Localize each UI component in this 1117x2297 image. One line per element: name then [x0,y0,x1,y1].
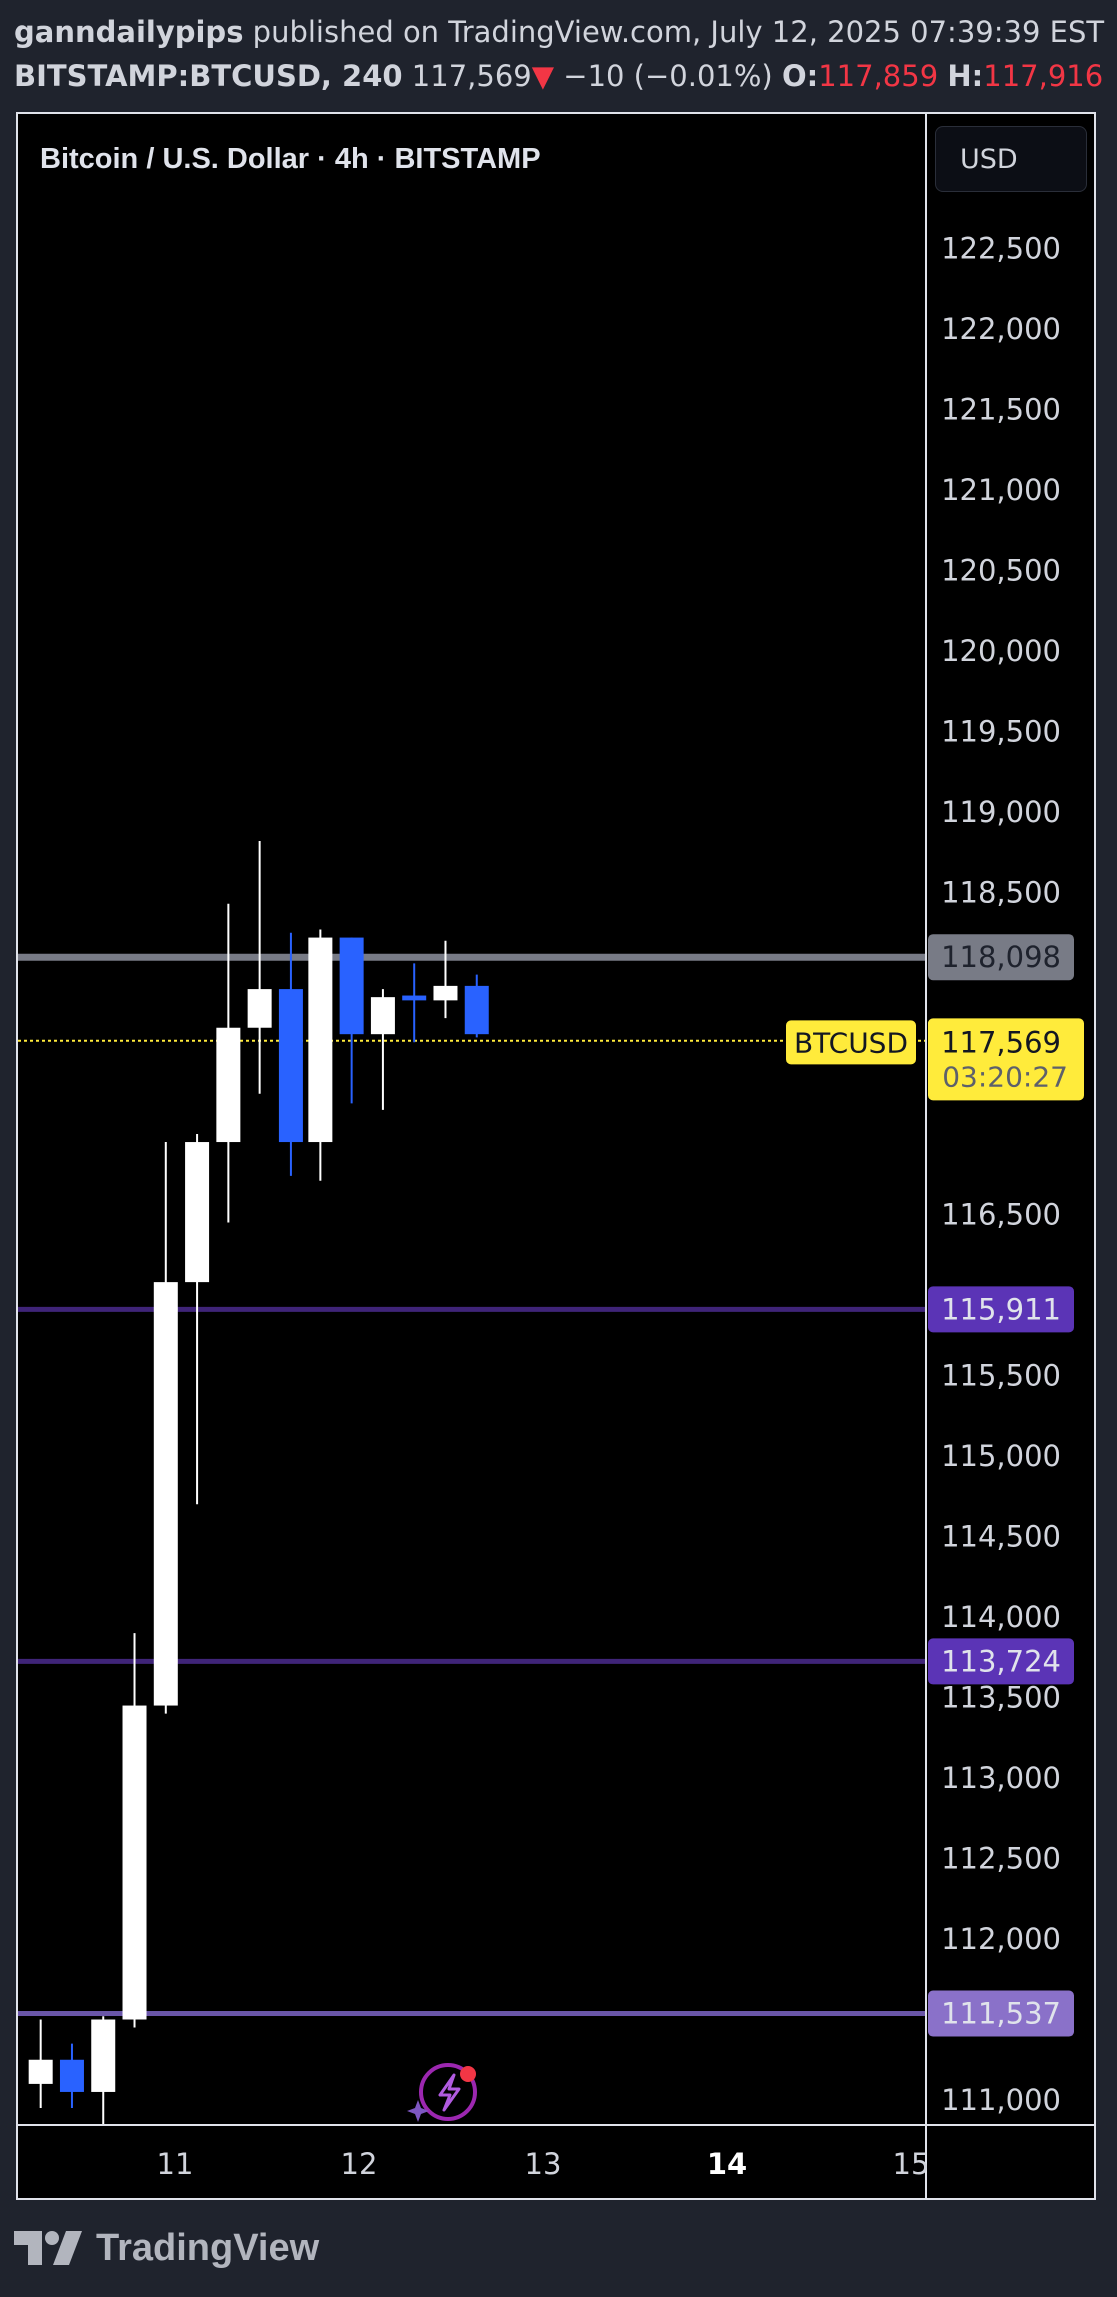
price-scale-corner [927,2127,1093,2197]
level-price-label-bg [928,934,1074,981]
tradingview-logo-icon [14,2231,82,2265]
candle[interactable] [402,963,427,1043]
publish-info: ganndailypips published on TradingView.c… [14,12,1104,52]
price-tick-label: 112,000 [941,1922,1061,1956]
time-tick-label: 15 [893,2147,930,2181]
candle[interactable] [91,2016,116,2125]
assistant-icon[interactable] [407,2063,477,2122]
currency-button[interactable]: USD [935,126,1087,192]
price-tick-label: 114,500 [941,1520,1061,1554]
candle-body [153,1282,178,1706]
price-tick-label: 113,500 [941,1681,1061,1715]
level-price-label[interactable]: 118,098 [928,934,1074,981]
tradingview-logo[interactable]: TradingView [14,2222,319,2274]
candle[interactable] [247,840,272,1094]
price-tick-label: 112,500 [941,1842,1061,1876]
level-price-label-text: 111,537 [941,1997,1061,2031]
level-price-label-text: 118,098 [941,940,1061,974]
chart-title: Bitcoin / U.S. Dollar · 4h · BITSTAMP [40,143,541,175]
candle-body [370,997,395,1035]
level-price-label-bg [928,1638,1074,1685]
author-name[interactable]: ganndailypips [14,15,244,49]
candle-body [278,989,303,1143]
candle[interactable] [216,903,241,1223]
price-change: −10 (−0.01%) [563,59,773,93]
candle-body [122,1705,147,2020]
last-price-box [928,1018,1084,1101]
candle-body [402,995,427,1001]
price-tick-label: 115,000 [941,1439,1061,1473]
price-tick-label: 119,500 [941,715,1061,749]
candle[interactable] [339,937,364,1104]
level-price-label[interactable]: 115,911 [928,1286,1074,1333]
candle-body [59,2059,84,2092]
price-tick-label: 118,500 [941,876,1061,910]
candle[interactable] [308,929,333,1181]
candle[interactable] [464,974,489,1038]
down-arrow-icon: ▼ [531,59,555,93]
price-tick-label: 111,000 [941,2083,1061,2117]
candle[interactable] [278,932,303,1176]
level-price-label[interactable]: 111,537 [928,1990,1074,2037]
symbol-tag-text: BTCUSD [794,1026,908,1059]
candle-body [433,985,458,1001]
brand-wordmark: TradingView [96,2226,320,2269]
candle-body [247,989,272,1028]
candle-body [464,985,489,1035]
level-price-label-text: 113,724 [941,1644,1061,1678]
candle[interactable] [153,1142,178,1714]
candle[interactable] [433,940,458,1019]
price-tick-label: 120,500 [941,554,1061,588]
candle[interactable] [122,1633,147,2028]
last-price-text: 117,569 [941,1025,1061,1059]
candle-body [308,937,333,1143]
candle-body [28,2059,53,2084]
symbol-tag-bg [786,1020,916,1065]
last-price-header: 117,569 [411,59,532,93]
time-tick-label: 13 [525,2147,562,2181]
open-label: O: [781,59,819,93]
high-label: H: [947,59,984,93]
price-tick-label: 122,000 [941,312,1061,346]
price-tick-label: 119,000 [941,795,1061,829]
symbol-info: BITSTAMP:BTCUSD, 240 117,569▼ −10 (−0.01… [14,56,1103,96]
candle-body [185,1142,210,1283]
symbol-interval: BITSTAMP:BTCUSD, 240 [14,59,403,93]
time-tick-label: 14 [707,2147,747,2181]
published-text: published on TradingView.com, July 12, 2… [252,15,1105,49]
price-tick-label: 120,000 [941,634,1061,668]
time-tick-label: 11 [157,2147,194,2181]
price-tick-label: 121,000 [941,473,1061,507]
open-value: 117,859 [818,59,939,93]
price-tick-label: 122,500 [941,232,1061,266]
candle[interactable] [185,1134,210,1505]
candle-body [339,937,364,1035]
level-price-label-bg [928,1990,1074,2037]
candle[interactable] [28,2019,53,2109]
level-price-label[interactable]: 113,724 [928,1638,1074,1685]
countdown-text: 03:20:27 [942,1060,1068,1093]
candle-body [91,2019,116,2092]
price-tick-label: 113,000 [941,1761,1061,1795]
time-tick-label: 12 [341,2147,378,2181]
level-price-label-bg [928,1286,1074,1333]
price-tick-label: 116,500 [941,1198,1061,1232]
candle[interactable] [59,2043,84,2109]
candle[interactable] [370,989,395,1110]
price-tick-label: 115,500 [941,1359,1061,1393]
level-price-label-text: 115,911 [941,1292,1061,1326]
candle-body [216,1027,241,1143]
price-tick-label: 121,500 [941,393,1061,427]
high-value: 117,916 [983,59,1104,93]
price-tick-label: 114,000 [941,1600,1061,1634]
